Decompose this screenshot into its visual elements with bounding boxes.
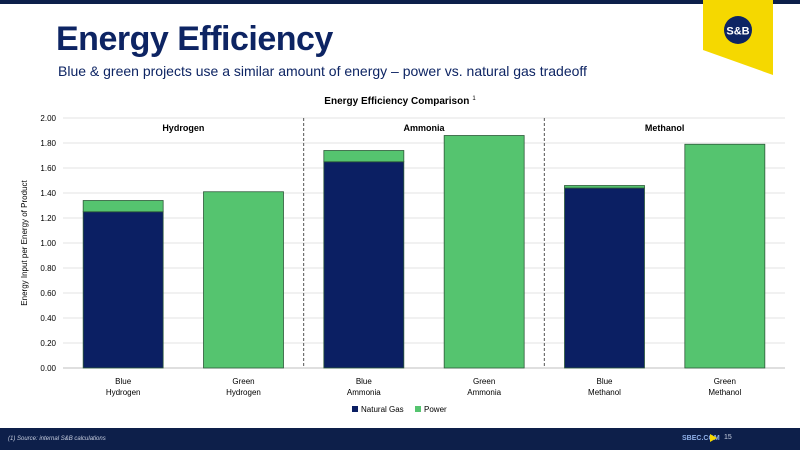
y-tick-label: 1.60 (40, 164, 56, 173)
bar-power (82, 200, 164, 213)
top-bar (0, 0, 800, 4)
group-label: Ammonia (403, 123, 445, 133)
group-label: Hydrogen (162, 123, 204, 133)
bar-power (684, 143, 766, 369)
y-tick-label: 1.20 (40, 214, 56, 223)
y-tick-label: 1.00 (40, 239, 56, 248)
page-title: Energy Efficiency (56, 20, 333, 58)
y-tick-label: 0.80 (40, 264, 56, 273)
x-tick-label: Blue (356, 377, 373, 386)
x-tick-label: Hydrogen (226, 388, 261, 397)
page-subtitle: Blue & green projects use a similar amou… (58, 63, 587, 79)
legend-label-power: Power (424, 405, 447, 414)
chart-title: Energy Efficiency Comparison 1 (324, 96, 476, 107)
x-tick-label: Green (232, 377, 254, 386)
play-arrow-icon (710, 434, 717, 442)
bar-natural-gas (323, 161, 405, 369)
group-label: Methanol (645, 123, 685, 133)
x-tick-label: Green (473, 377, 495, 386)
page-number: 15 (724, 434, 732, 441)
y-tick-label: 0.20 (40, 339, 56, 348)
legend-label-natural-gas: Natural Gas (361, 405, 404, 414)
energy-efficiency-chart: Energy Efficiency Comparison 1 Energy Inp… (20, 96, 785, 414)
bar-power (443, 135, 525, 369)
y-tick-label: 0.40 (40, 314, 56, 323)
x-tick-label: Methanol (708, 388, 741, 397)
x-tick-label: Blue (596, 377, 613, 386)
bar-power (203, 191, 284, 369)
website-link[interactable]: SBEC.COM (682, 435, 720, 442)
x-tick-label: Ammonia (347, 388, 381, 397)
y-tick-label: 0.00 (40, 364, 56, 373)
bar-power (564, 185, 645, 189)
x-tick-label: Hydrogen (106, 388, 141, 397)
logo-text: S&B (726, 26, 749, 38)
x-tick-label: Methanol (588, 388, 621, 397)
x-tick-label: Ammonia (467, 388, 501, 397)
y-axis-label: Energy Input per Energy of Product (20, 180, 29, 306)
y-tick-label: 2.00 (40, 114, 56, 123)
bar-natural-gas (82, 211, 164, 369)
bar-natural-gas (564, 187, 645, 369)
legend: Natural Gas Power (352, 405, 447, 414)
bar-power (323, 150, 405, 163)
x-tick-label: Blue (115, 377, 132, 386)
source-note: (1) Source: internal S&B calculations (8, 436, 106, 442)
y-tick-label: 1.80 (40, 139, 56, 148)
y-tick-label: 1.40 (40, 189, 56, 198)
company-logo: S&B (703, 0, 773, 75)
footer-bar: (1) Source: internal S&B calculations SB… (0, 428, 800, 450)
y-tick-label: 0.60 (40, 289, 56, 298)
legend-swatch-natural-gas (352, 406, 358, 412)
x-tick-label: Green (714, 377, 736, 386)
legend-swatch-power (415, 406, 421, 412)
